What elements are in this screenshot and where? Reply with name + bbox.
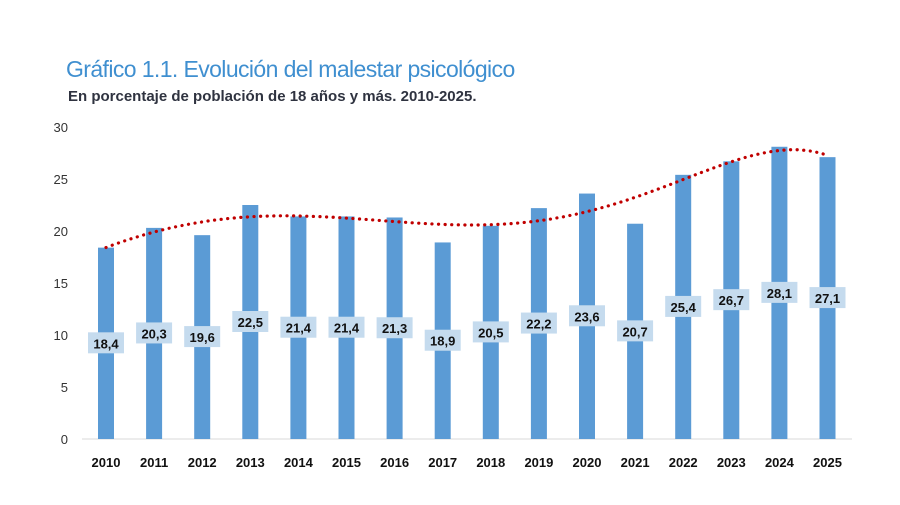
chart-title: Gráfico 1.1. Evolución del malestar psic… bbox=[66, 56, 515, 82]
data-label-background bbox=[376, 317, 413, 339]
data-label-background bbox=[569, 305, 605, 327]
data-label: 22,2 bbox=[526, 317, 551, 332]
x-tick-label: 2021 bbox=[621, 455, 650, 470]
data-label: 19,6 bbox=[190, 330, 215, 345]
data-label-background bbox=[280, 316, 317, 338]
trend-line bbox=[104, 148, 830, 250]
data-label: 23,6 bbox=[574, 309, 599, 324]
x-tick-label: 2010 bbox=[92, 455, 121, 470]
y-tick-label: 25 bbox=[54, 172, 68, 187]
data-label: 20,3 bbox=[141, 326, 166, 341]
data-label-background bbox=[472, 321, 509, 343]
data-label: 21,3 bbox=[382, 321, 407, 336]
data-label: 27,1 bbox=[815, 291, 840, 306]
y-tick-label: 20 bbox=[54, 224, 68, 239]
x-tick-label: 2011 bbox=[140, 455, 168, 470]
y-tick-label: 10 bbox=[54, 328, 68, 343]
data-label: 21,4 bbox=[286, 321, 312, 336]
x-tick-label: 2017 bbox=[428, 455, 457, 470]
x-tick-label: 2013 bbox=[236, 455, 265, 470]
data-label: 25,4 bbox=[671, 300, 697, 315]
data-label: 20,7 bbox=[622, 324, 647, 339]
data-label: 22,5 bbox=[238, 315, 263, 330]
data-label-background bbox=[713, 289, 750, 311]
data-label-background bbox=[136, 322, 173, 344]
x-tick-label: 2025 bbox=[813, 455, 842, 470]
data-label-background bbox=[520, 312, 557, 334]
x-tick-label: 2020 bbox=[573, 455, 602, 470]
data-label-background bbox=[328, 316, 365, 338]
x-tick-label: 2012 bbox=[188, 455, 217, 470]
x-tick-label: 2018 bbox=[476, 455, 505, 470]
y-tick-label: 5 bbox=[61, 380, 68, 395]
x-tick-label: 2019 bbox=[524, 455, 553, 470]
x-tick-label: 2023 bbox=[717, 455, 746, 470]
data-label: 26,7 bbox=[719, 293, 744, 308]
data-label: 18,4 bbox=[93, 336, 119, 351]
data-label-background bbox=[761, 281, 798, 303]
x-tick-label: 2015 bbox=[332, 455, 361, 470]
data-label-background bbox=[617, 320, 654, 342]
y-tick-label: 0 bbox=[61, 432, 68, 447]
x-tick-label: 2022 bbox=[669, 455, 698, 470]
data-label: 21,4 bbox=[334, 321, 360, 336]
y-tick-label: 15 bbox=[54, 276, 68, 291]
x-tick-label: 2014 bbox=[284, 455, 314, 470]
data-label: 28,1 bbox=[767, 286, 792, 301]
data-label: 20,5 bbox=[478, 325, 503, 340]
chart-subtitle: En porcentaje de población de 18 años y … bbox=[68, 88, 477, 105]
data-label: 18,9 bbox=[430, 334, 455, 349]
data-label-background bbox=[184, 326, 221, 348]
y-tick-label: 30 bbox=[54, 120, 68, 135]
data-label-background bbox=[88, 332, 124, 354]
data-label-background bbox=[809, 287, 846, 309]
x-tick-label: 2016 bbox=[380, 455, 409, 470]
x-tick-label: 2024 bbox=[765, 455, 795, 470]
data-label-background bbox=[232, 311, 269, 332]
data-label-background bbox=[665, 295, 702, 317]
data-label-background bbox=[424, 329, 461, 351]
